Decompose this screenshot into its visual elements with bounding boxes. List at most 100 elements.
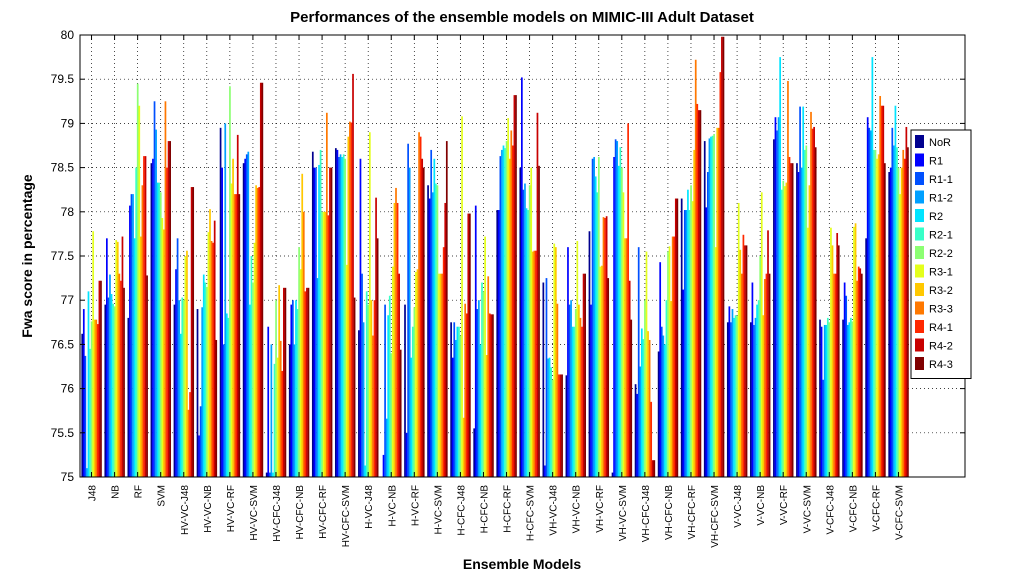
bar <box>604 217 606 478</box>
bar <box>276 357 279 477</box>
bar <box>196 309 199 477</box>
bar <box>785 182 788 477</box>
bar <box>292 300 294 477</box>
bar <box>181 297 184 477</box>
bar <box>879 96 882 477</box>
bar <box>780 189 783 477</box>
legend-label: R2 <box>929 211 943 223</box>
bar <box>476 309 479 477</box>
x-tick-label: V-VC-NB <box>756 485 767 526</box>
legend-swatch <box>915 338 924 352</box>
bar <box>387 315 390 477</box>
bar <box>891 127 894 477</box>
legend-label: R2-1 <box>929 230 953 242</box>
bar <box>836 233 839 477</box>
bar <box>574 309 577 477</box>
bar <box>756 304 758 477</box>
bar <box>774 117 777 478</box>
bar <box>199 406 202 477</box>
bar <box>745 245 748 477</box>
bar <box>900 167 903 477</box>
bar <box>690 185 692 477</box>
bar <box>722 36 725 478</box>
bar <box>382 454 385 477</box>
bar <box>568 304 571 477</box>
bar <box>714 247 717 477</box>
x-tick-label: H-CFC-J48 <box>456 485 467 536</box>
bar <box>130 194 133 477</box>
bar <box>740 273 743 477</box>
legend-label: R4-1 <box>929 322 953 334</box>
x-tick-label: V-CFC-J48 <box>825 485 836 535</box>
bar <box>144 156 147 478</box>
bar <box>664 344 666 477</box>
bar <box>850 317 852 477</box>
bar <box>393 202 396 477</box>
bar <box>490 314 493 477</box>
legend-swatch <box>915 135 924 148</box>
bar <box>889 167 892 477</box>
bar <box>499 156 502 478</box>
bar <box>352 73 354 478</box>
bar <box>753 324 755 477</box>
bar <box>230 183 233 477</box>
bar <box>630 319 633 477</box>
y-tick-label: 76.5 <box>51 337 75 351</box>
bar <box>728 306 731 477</box>
legend-swatch <box>915 320 924 333</box>
legend-label: R2-2 <box>929 248 953 260</box>
bar <box>206 286 208 477</box>
bar <box>96 324 99 477</box>
bar <box>362 322 365 477</box>
bar <box>232 158 234 477</box>
bar <box>398 273 400 477</box>
bar <box>319 149 322 478</box>
bar <box>275 300 277 477</box>
bar <box>441 273 443 477</box>
bar <box>519 167 522 477</box>
bar <box>430 149 433 478</box>
bar <box>373 300 376 477</box>
bar <box>811 128 814 477</box>
bar <box>370 300 373 477</box>
bar <box>176 238 179 477</box>
bar <box>874 149 877 478</box>
bar <box>538 165 540 477</box>
bar <box>95 319 98 477</box>
bar <box>605 216 608 477</box>
bar <box>857 266 860 477</box>
bar <box>388 295 391 477</box>
bar <box>256 187 259 477</box>
bar <box>896 147 898 477</box>
bar <box>814 147 817 477</box>
bar <box>453 322 456 477</box>
bar <box>336 149 339 478</box>
bar <box>334 148 337 477</box>
bar <box>464 303 467 477</box>
bar <box>767 230 769 477</box>
bar <box>407 143 409 478</box>
bar <box>859 268 862 477</box>
bar <box>611 472 614 477</box>
bar <box>141 185 144 477</box>
bar <box>757 300 760 477</box>
bar <box>504 148 506 477</box>
bar <box>760 192 763 477</box>
bar <box>719 72 722 477</box>
bar <box>842 319 844 477</box>
bar <box>143 156 145 478</box>
bar <box>510 130 513 477</box>
bar <box>293 344 296 477</box>
bar <box>694 59 697 477</box>
bar <box>825 324 828 477</box>
y-tick-label: 76 <box>61 382 75 396</box>
bar <box>650 401 653 477</box>
bar <box>222 344 225 477</box>
bar <box>212 242 214 477</box>
bar <box>645 251 648 477</box>
bar <box>682 289 685 477</box>
bar <box>418 132 420 478</box>
bar <box>249 304 251 477</box>
bar <box>524 183 526 477</box>
bar <box>120 280 122 477</box>
